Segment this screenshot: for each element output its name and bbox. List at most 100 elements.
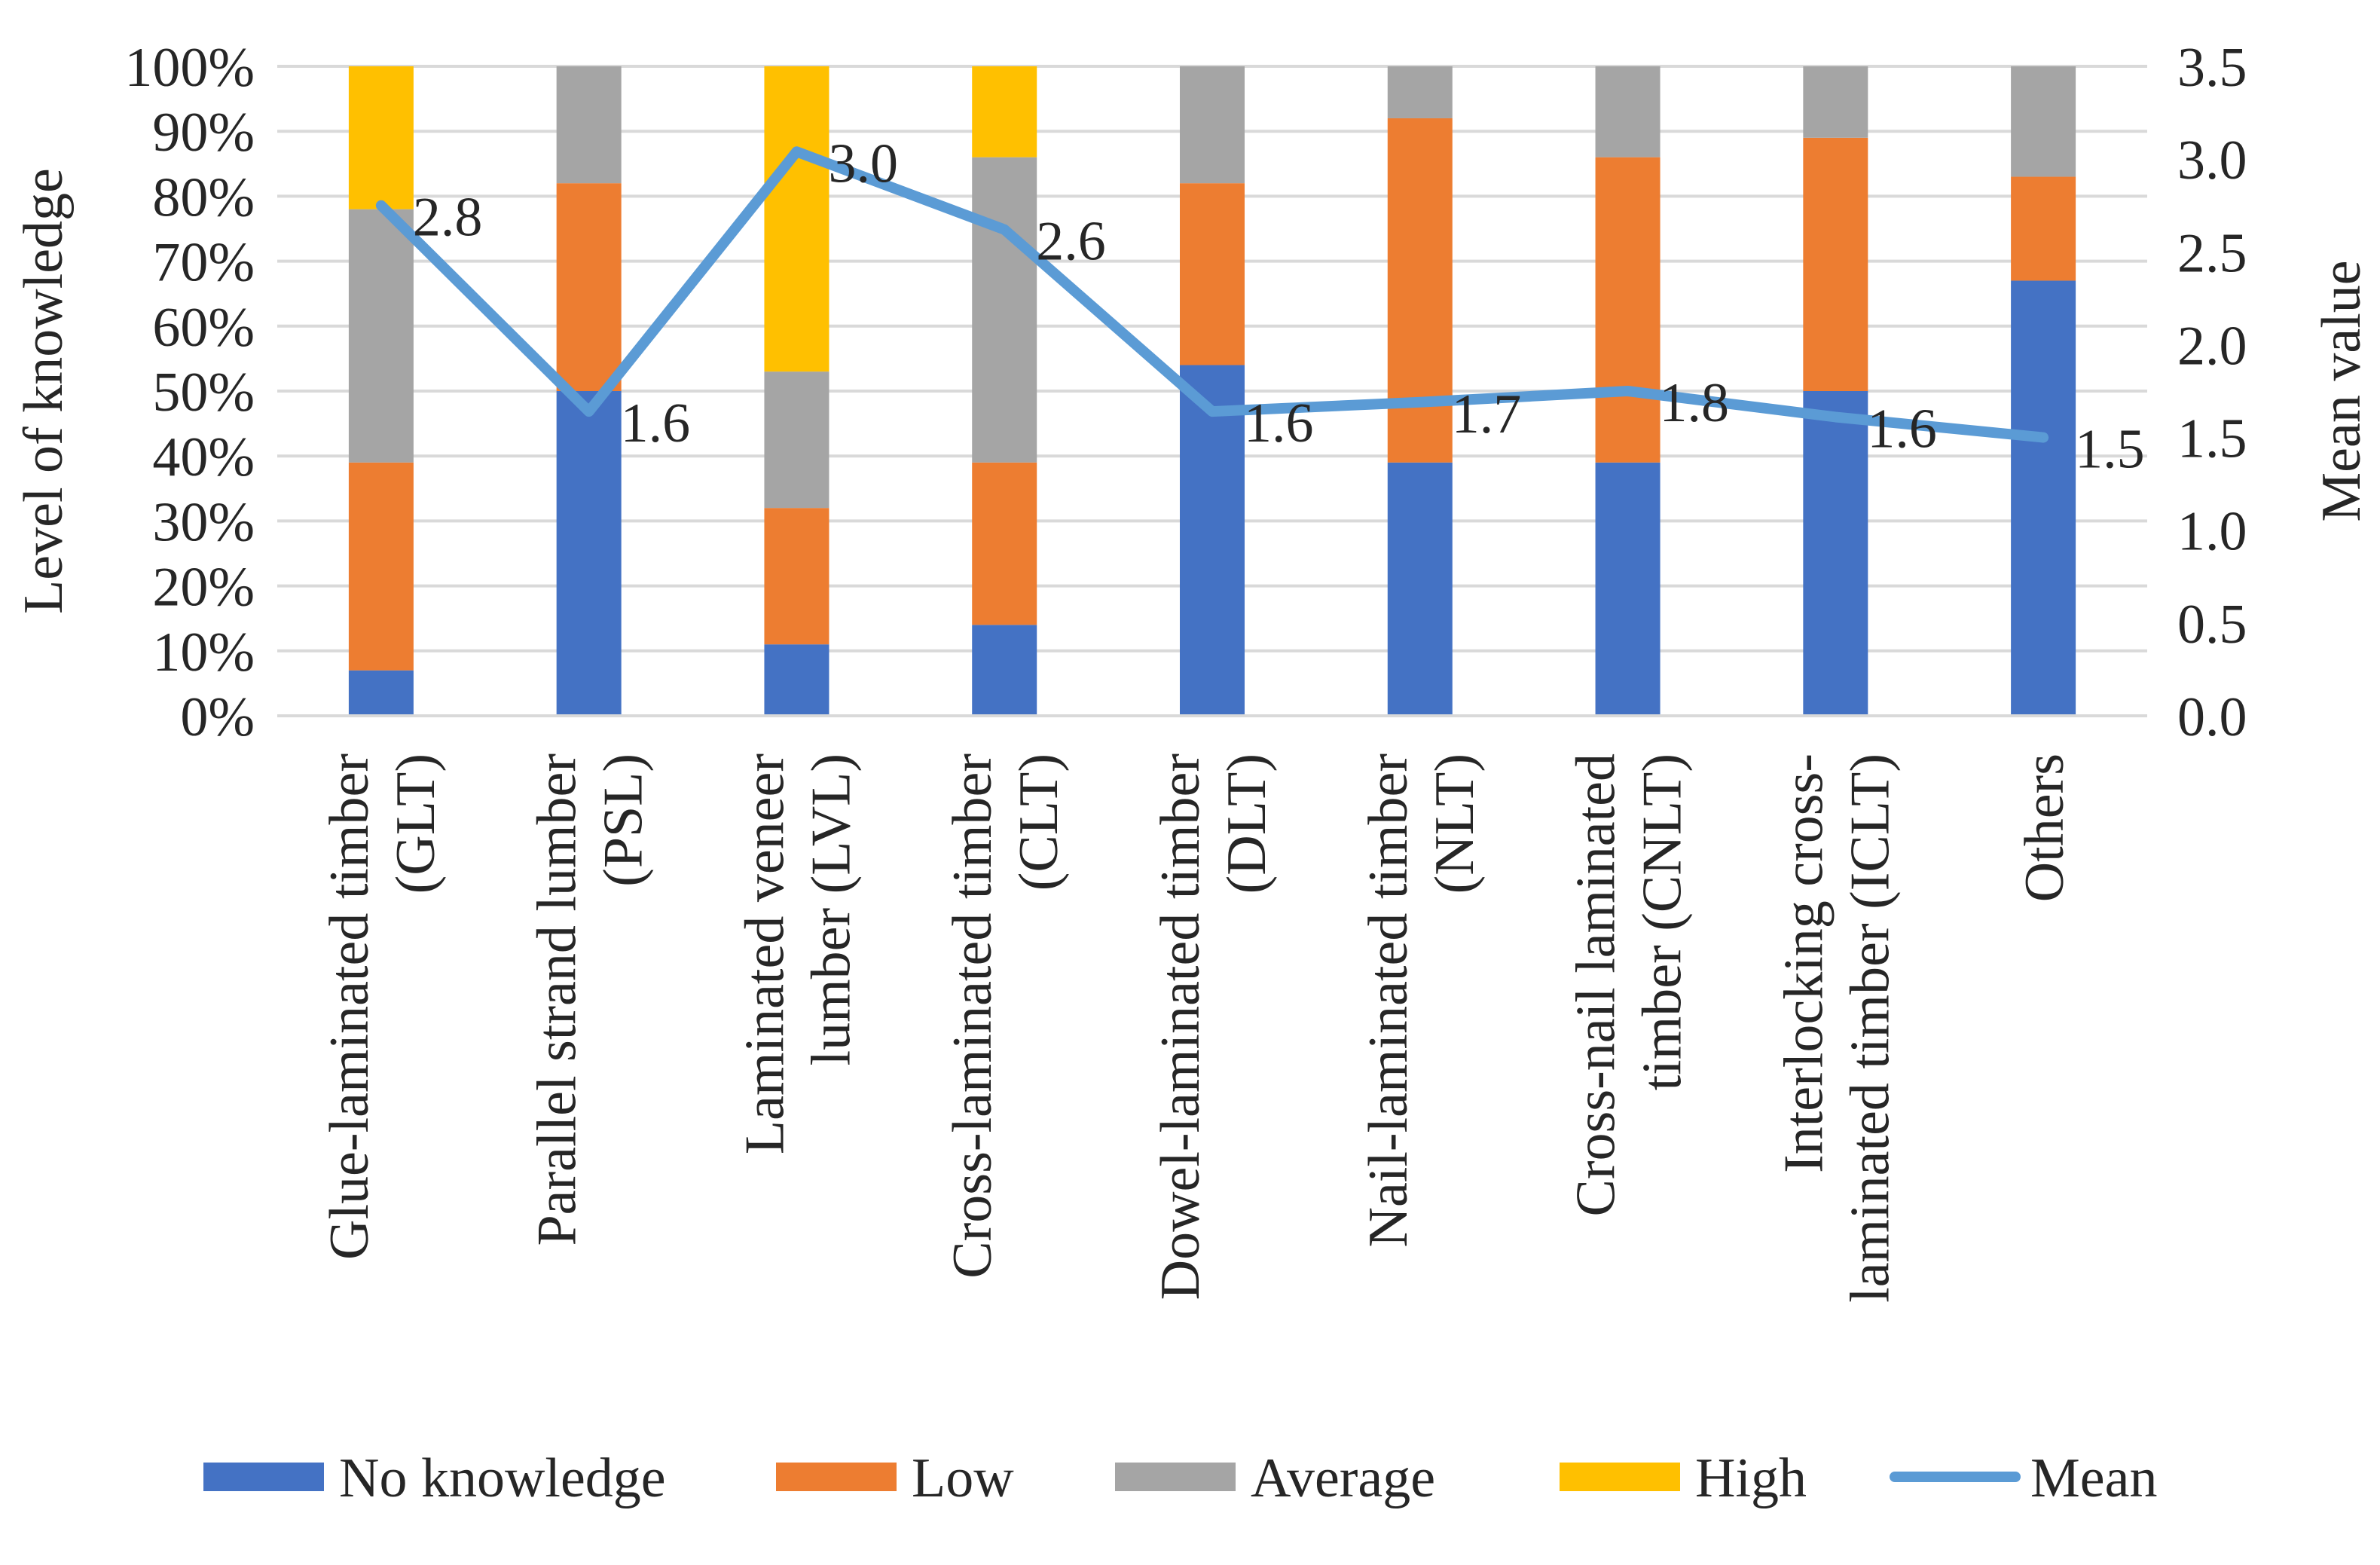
bar-low-9 <box>2011 176 2076 281</box>
y2-tick-label: 3.5 <box>2177 37 2247 99</box>
mean-data-label: 1.7 <box>1452 384 1522 445</box>
bar-high-3 <box>764 66 829 372</box>
mean-data-label: 1.6 <box>1244 393 1314 454</box>
y-tick-label: 80% <box>152 167 255 228</box>
x-tick-label-1: Glue-laminated timber (GLT) <box>319 753 447 1260</box>
legend-label-high: High <box>1695 1447 1807 1509</box>
x-tick-label-line: Interlocking cross- <box>1773 753 1835 1173</box>
y-tick-label: 100% <box>124 37 255 99</box>
mean-data-label: 1.5 <box>2075 419 2145 481</box>
bar-low-4 <box>972 462 1037 625</box>
legend-swatch-no-knowledge <box>203 1463 324 1491</box>
bar-low-1 <box>348 462 414 671</box>
legend-label-average: Average <box>1251 1447 1435 1509</box>
x-tick-label-line: (DLT) <box>1216 753 1278 894</box>
y2-tick-label: 1.0 <box>2177 501 2247 563</box>
bar-average-4 <box>972 157 1037 463</box>
axes: 0%10%20%30%40%50%60%70%80%90%100% 0.0 0.5 1… <box>13 37 2372 1303</box>
x-tick-label-line: (CLT) <box>1008 753 1070 891</box>
x-tick-label-line: timber (CNLT) <box>1632 753 1694 1090</box>
mean-point-9 <box>2042 436 2045 439</box>
bar-average-6 <box>1387 66 1453 118</box>
x-tick-label-line: Dowel-laminated timber <box>1150 753 1211 1300</box>
y-axis-title: Level of knowledge <box>13 168 75 614</box>
bar-low-3 <box>764 508 829 645</box>
y2-tick-label: 2.5 <box>2177 222 2247 284</box>
bar-no-knowledge-7 <box>1595 462 1661 716</box>
x-tick-label-line: lumber (LVL) <box>800 753 862 1065</box>
x-tick-label-line: Glue-laminated timber <box>319 753 380 1260</box>
x-tick-label-7: Cross-nail laminated timber (CNLT) <box>1566 753 1694 1216</box>
x-tick-label-line: Nail-laminated timber <box>1358 753 1419 1248</box>
bar-no-knowledge-6 <box>1387 462 1453 716</box>
y2-tick-label: 0.5 <box>2177 594 2247 656</box>
y-tick-label: 10% <box>152 622 255 683</box>
y-tick-label: 70% <box>152 232 255 294</box>
mean-point-8 <box>1835 416 1837 418</box>
x-tick-label-6: Nail-laminated timber (NLT) <box>1358 753 1486 1248</box>
bar-no-knowledge-9 <box>2011 280 2076 717</box>
bar-average-9 <box>2011 66 2076 177</box>
y-tick-label: 20% <box>152 557 255 619</box>
bar-no-knowledge-3 <box>764 644 829 716</box>
legend-label-low: Low <box>912 1447 1014 1509</box>
bar-no-knowledge-4 <box>972 625 1037 716</box>
y-tick-label: 90% <box>152 102 255 164</box>
bar-no-knowledge-1 <box>348 670 414 716</box>
y-tick-label: 50% <box>152 362 255 423</box>
bar-average-7 <box>1595 66 1661 157</box>
y2-tick-label: 2.0 <box>2177 315 2247 377</box>
bar-average-5 <box>1180 66 1245 184</box>
bar-high-1 <box>348 66 414 209</box>
mean-line-series <box>375 146 2049 443</box>
mean-data-label: 1.6 <box>1867 398 1937 460</box>
x-tick-label-4: Cross-laminated timber (CLT) <box>942 753 1070 1279</box>
x-tick-label-3: Laminated veneer lumber (LVL) <box>734 753 862 1154</box>
x-tick-label-9: Others <box>2014 753 2076 902</box>
bar-low-7 <box>1595 157 1661 463</box>
legend-swatch-high <box>1560 1463 1680 1491</box>
x-tick-label-line: Others <box>2014 753 2076 902</box>
bar-low-5 <box>1180 183 1245 365</box>
y-tick-label: 30% <box>152 491 255 553</box>
x-tick-label-line: Cross-laminated timber <box>942 753 1004 1279</box>
x-tick-label-line: (PSL) <box>593 753 655 887</box>
mean-point-6 <box>1419 401 1421 403</box>
x-tick-label-line: Cross-nail laminated <box>1566 753 1627 1216</box>
mean-data-label: 2.8 <box>413 187 483 249</box>
y-tick-label: 0% <box>180 686 255 748</box>
legend-swatch-average <box>1115 1463 1236 1491</box>
legend-label-mean: Mean <box>2030 1447 2158 1509</box>
bar-no-knowledge-2 <box>556 391 622 716</box>
bar-low-8 <box>1803 137 1868 391</box>
mean-data-label: 2.6 <box>1036 211 1106 273</box>
y2-tick-label: 1.5 <box>2177 408 2247 470</box>
mean-data-labels: 2.8 1.6 3.0 2.6 1.6 1.7 1.8 1.6 1.5 <box>413 133 2145 480</box>
mean-point-7 <box>1627 390 1629 392</box>
x-tick-label-5: Dowel-laminated timber (DLT) <box>1150 753 1278 1300</box>
x-tick-label-line: Parallel strand lumber <box>527 753 588 1246</box>
bar-low-2 <box>556 183 622 391</box>
bar-no-knowledge-8 <box>1803 391 1868 716</box>
bar-average-2 <box>556 66 622 184</box>
y-tick-label: 60% <box>152 297 255 359</box>
legend-label-no-knowledge: No knowledge <box>339 1447 666 1509</box>
y-tick-label: 40% <box>152 426 255 488</box>
mean-data-label: 1.8 <box>1660 372 1730 434</box>
x-tick-label-line: (GLT) <box>385 753 447 894</box>
x-tick-label-8: Interlocking cross-laminated timber (ICL… <box>1773 753 1901 1303</box>
mean-point-3 <box>796 151 798 153</box>
x-tick-label-line: (NLT) <box>1424 753 1486 894</box>
y2-tick-label: 0.0 <box>2177 686 2247 748</box>
legend-swatch-low <box>776 1463 897 1491</box>
mean-point-1 <box>380 204 382 206</box>
bar-no-knowledge-5 <box>1180 365 1245 716</box>
x-tick-label-line: Laminated veneer <box>734 753 796 1154</box>
x-tick-label-2: Parallel strand lumber (PSL) <box>527 753 655 1246</box>
legend: No knowledge Low Average High Mean <box>203 1447 2158 1509</box>
mean-data-label: 1.6 <box>621 393 691 454</box>
mean-point-2 <box>588 411 590 413</box>
mean-data-label: 3.0 <box>828 133 898 194</box>
bar-average-3 <box>764 371 829 509</box>
